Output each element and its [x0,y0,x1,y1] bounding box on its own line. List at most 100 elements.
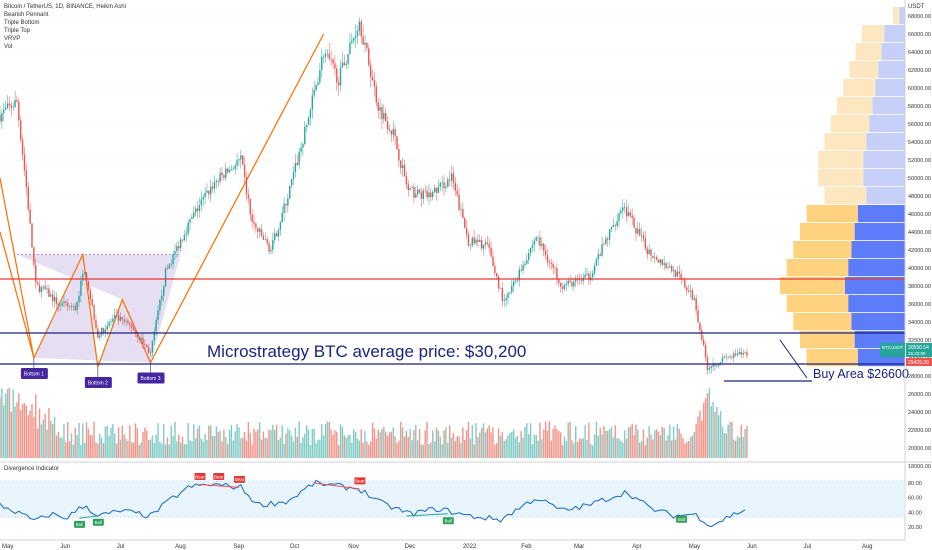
candle-body [640,235,643,236]
candle [597,248,600,266]
volume-bar [548,421,551,458]
candle [211,181,214,193]
volume-bar [106,425,108,458]
divergence-tag-text: Bear [355,479,365,484]
candle-body [170,264,172,265]
candle-body [529,247,532,254]
volume-bar [273,430,276,458]
candle-body [257,227,259,232]
volume-bar [584,425,586,458]
candle [298,147,300,170]
candle-body [511,286,513,293]
volume-bar [170,425,172,458]
volume-bar [115,443,118,458]
candle-body [260,229,263,236]
candle [593,262,596,276]
candle [283,197,285,221]
candle-body [0,115,1,122]
volume-bar [296,436,298,458]
divergence-tag-text: Bear [214,474,224,479]
candle [322,53,325,64]
candle [78,290,80,308]
candle [727,355,729,359]
candle-body [639,229,641,236]
candle [740,347,743,358]
candle [467,231,470,248]
candle-body [349,42,351,55]
volume-bar [409,429,411,458]
candle-body [674,270,677,277]
candle-body [68,306,71,308]
candle [432,189,434,201]
candle [232,166,235,171]
candle [731,355,733,361]
volume-bar [733,439,735,458]
candle-body [140,337,142,340]
volume-bar [407,437,409,458]
candle-body [76,302,78,311]
candle [608,229,611,246]
volume-bar [497,428,500,458]
candle [226,167,229,174]
candle-body [336,68,338,83]
candle [343,54,346,66]
candle [633,214,635,229]
candle [676,266,679,278]
volume-profile [780,7,905,367]
candle [324,49,327,63]
bear-tag: Bear [354,477,366,485]
buy-area-annotation: Buy Area $26600 [813,367,909,381]
candle [341,52,344,69]
candle-body [322,56,325,58]
candle-body [223,175,225,178]
candle-body [548,261,551,263]
volume-bar [738,437,741,458]
volume-bar [27,415,29,458]
candle-body [38,284,41,293]
candle-body [147,347,150,353]
price-axis[interactable]: 18000.00 20000.00 22000.00 24000.00 26000.00… [908,14,931,470]
divergence-line [406,513,448,517]
volume-bar [601,434,603,458]
candle [251,208,253,228]
candle [48,284,50,298]
volume-bar [326,421,329,458]
divergence-tag-box [676,515,688,523]
volume-bar [650,434,652,458]
volume-bar [230,424,233,458]
candle [161,289,163,307]
volume-bar [76,434,78,458]
candle-body [311,95,314,110]
price-tick-label: 40000.00 [908,266,931,272]
volume-bar [492,427,494,458]
price-tick-label: 62000.00 [908,68,931,74]
candle-body [652,255,654,258]
volume-bar [597,435,600,458]
candle-body [191,217,193,219]
volume-bar [204,433,206,458]
time-axis[interactable]: May Jun Jul Aug Sep Oct Nov Dec 2022 Feb Mar Apr May… [2,544,873,550]
candle-body [452,173,455,183]
volume-bar [317,439,319,458]
volume-bar [324,423,327,458]
volume-bar [270,430,272,458]
price-tick-label: 46000.00 [908,212,931,218]
candle-body [146,344,148,348]
candle [70,302,73,311]
candle-body [565,284,568,285]
price-tick-label: 20000.00 [908,446,931,452]
candle [503,294,505,307]
candle-body [629,212,632,216]
candle [639,222,641,237]
candle-body [475,239,477,244]
candle [368,44,370,68]
candle-body [42,286,44,288]
candle-body [661,259,663,265]
candle [110,318,112,326]
volume-bar [441,444,443,458]
candle-body [225,168,227,178]
candle [460,203,462,216]
volume-bar [211,435,214,458]
candle [35,258,37,289]
volume-bar [78,422,80,458]
